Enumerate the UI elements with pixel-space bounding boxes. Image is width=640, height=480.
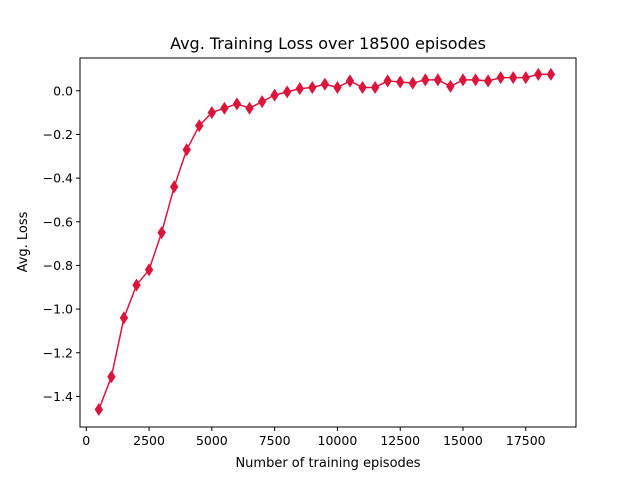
data-point-marker: [132, 278, 141, 292]
data-point-marker: [396, 75, 405, 89]
data-point-marker: [433, 73, 443, 87]
data-point-marker: [232, 97, 242, 111]
data-point-marker: [282, 85, 292, 99]
y-tick-label: −1.4: [43, 389, 73, 404]
y-tick-label: −0.2: [43, 127, 73, 142]
data-point-marker: [308, 80, 317, 95]
y-tick-label: −0.4: [43, 171, 73, 186]
data-point-marker: [496, 71, 505, 85]
data-point-marker: [446, 79, 455, 93]
x-tick-label: 12500: [380, 433, 420, 448]
data-point-marker: [509, 71, 518, 85]
data-point-marker: [521, 71, 530, 85]
x-tick-label: 5000: [196, 433, 228, 448]
y-axis-label: Avg. Loss: [16, 211, 31, 272]
data-point-marker: [169, 180, 179, 194]
data-point-marker: [383, 74, 392, 88]
data-point-marker: [195, 119, 204, 133]
x-axis-label: Number of training episodes: [235, 456, 420, 471]
y-tick-label: 0.0: [53, 83, 73, 98]
data-point-marker: [421, 73, 430, 87]
series-layer: [94, 67, 556, 417]
loss-line: [98, 73, 551, 410]
data-point-marker: [471, 73, 480, 87]
data-point-marker: [345, 74, 355, 88]
data-point-marker: [245, 101, 254, 115]
x-tick-label: 15000: [443, 433, 483, 448]
y-tick-label: −0.6: [43, 214, 73, 229]
data-point-marker: [295, 82, 304, 96]
data-point-marker: [119, 311, 129, 325]
data-point-marker: [270, 88, 279, 102]
y-tick-label: −1.2: [43, 345, 73, 360]
data-point-marker: [458, 73, 468, 87]
data-point-marker: [320, 77, 330, 91]
x-tick-label: 10000: [318, 433, 358, 448]
data-point-marker: [144, 263, 154, 277]
data-point-marker: [333, 80, 342, 95]
data-point-marker: [483, 74, 493, 88]
data-point-marker: [220, 101, 229, 115]
data-point-marker: [157, 226, 166, 240]
data-point-marker: [182, 143, 191, 157]
data-point-marker: [107, 370, 116, 384]
x-tick-label: 2500: [133, 433, 165, 448]
data-point-marker: [370, 80, 380, 95]
chart-title: Avg. Training Loss over 18500 episodes: [170, 34, 486, 53]
plot-area-frame: [79, 57, 577, 428]
data-point-marker: [546, 67, 556, 81]
data-point-marker: [94, 403, 104, 417]
data-point-marker: [207, 106, 217, 120]
x-tick-label: 17500: [506, 433, 546, 448]
y-axis-ticks: −1.4 −1.2 −1.0 −0.8 −0.6 −0.4 −0.2 0.0: [43, 83, 80, 404]
y-tick-label: −1.0: [43, 302, 73, 317]
data-point-marker: [358, 80, 367, 95]
x-tick-label: 0: [82, 433, 90, 448]
x-tick-label: 7500: [259, 433, 291, 448]
data-point-marker: [257, 95, 267, 109]
y-tick-label: −0.8: [43, 258, 73, 273]
data-point-marker: [534, 67, 543, 81]
x-axis-ticks: 0 2500 5000 7500 10000 12500 15000 17500: [82, 427, 546, 448]
data-point-marker: [408, 76, 417, 90]
